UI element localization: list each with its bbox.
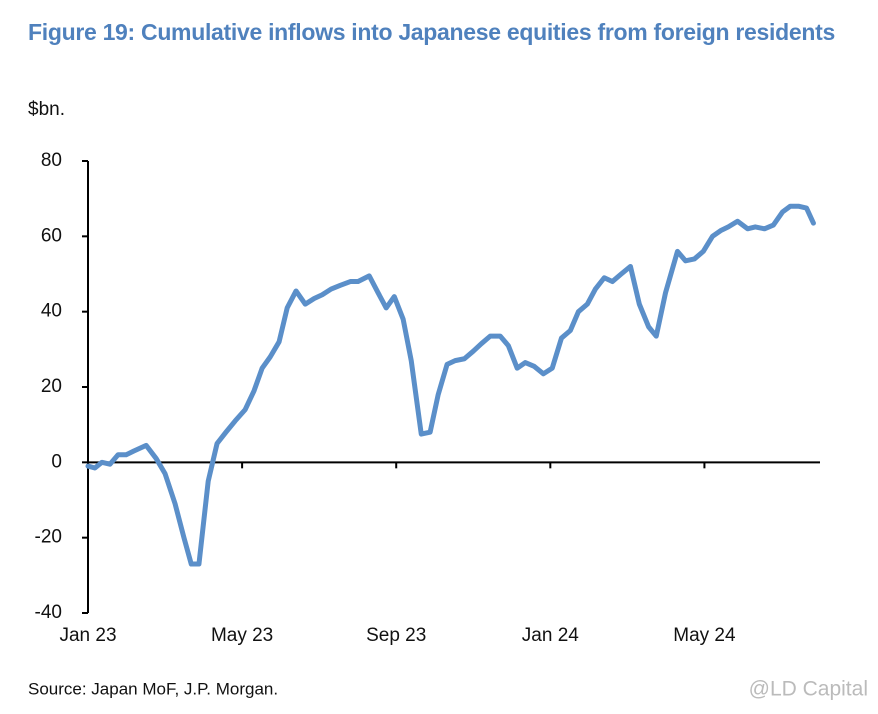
x-tick-label: Sep 23 bbox=[366, 625, 426, 646]
y-tick-label: 80 bbox=[41, 150, 62, 171]
y-tick-label: 0 bbox=[51, 451, 62, 472]
y-tick-label: -20 bbox=[35, 527, 62, 548]
data-line bbox=[85, 203, 816, 567]
y-tick-label: 40 bbox=[41, 301, 62, 322]
x-tick-label: May 23 bbox=[211, 625, 273, 646]
y-tick-label: -40 bbox=[35, 602, 62, 623]
source: Source: Japan MoF, J.P. Morgan. bbox=[28, 679, 278, 698]
chart-title: Figure 19: Cumulative inflows into Japan… bbox=[28, 19, 835, 45]
y-tick-label: 60 bbox=[41, 225, 62, 246]
watermark: @LD Capital bbox=[749, 678, 868, 701]
x-tick-label: Jan 23 bbox=[59, 625, 116, 646]
y-axis-label: $bn. bbox=[28, 99, 65, 120]
y-tick-label: 20 bbox=[41, 376, 62, 397]
x-tick-label: Jan 24 bbox=[522, 625, 579, 646]
x-tick-label: May 24 bbox=[673, 625, 736, 646]
